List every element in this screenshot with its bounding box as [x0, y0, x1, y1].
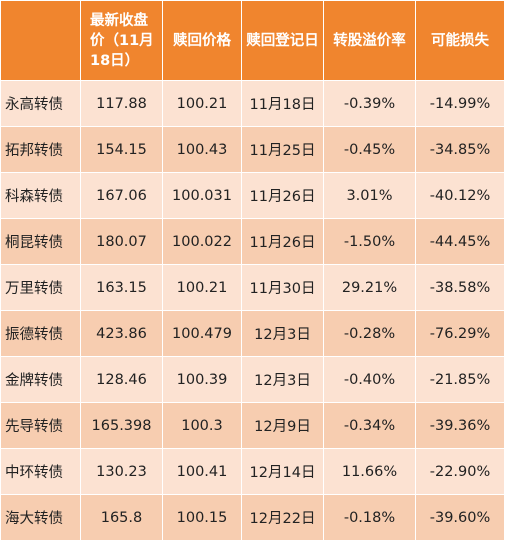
latest-close: 165.8	[80, 494, 163, 541]
redemption-price: 100.479	[162, 310, 242, 357]
redemption-price: 100.15	[162, 494, 242, 541]
table-row: 桐昆转债 180.07 100.022 11月26日 -1.50% -44.45…	[0, 218, 505, 265]
possible-loss: -39.36%	[415, 402, 505, 449]
possible-loss: -44.45%	[415, 218, 505, 265]
conversion-premium: -0.39%	[323, 80, 416, 127]
bond-name: 拓邦转债	[0, 126, 81, 173]
conversion-premium: 29.21%	[323, 264, 416, 311]
latest-close: 117.88	[80, 80, 163, 127]
table-row: 振德转债 423.86 100.479 12月3日 -0.28% -76.29%	[0, 310, 505, 357]
header-blank	[0, 0, 81, 81]
header-latest-close: 最新收盘价（11月18日）	[80, 0, 163, 81]
table-row: 金牌转债 128.46 100.39 12月3日 -0.40% -21.85%	[0, 356, 505, 403]
possible-loss: -39.60%	[415, 494, 505, 541]
record-date: 12月9日	[241, 402, 324, 449]
record-date: 11月25日	[241, 126, 324, 173]
bond-name: 永高转债	[0, 80, 81, 127]
redemption-price: 100.39	[162, 356, 242, 403]
latest-close: 180.07	[80, 218, 163, 265]
possible-loss: -76.29%	[415, 310, 505, 357]
header-redemption-price: 赎回价格	[162, 0, 242, 81]
table-row: 先导转债 165.398 100.3 12月9日 -0.34% -39.36%	[0, 402, 505, 449]
record-date: 12月14日	[241, 448, 324, 495]
record-date: 11月18日	[241, 80, 324, 127]
bond-name: 桐昆转债	[0, 218, 81, 265]
header-row: 最新收盘价（11月18日） 赎回价格 赎回登记日 转股溢价率 可能损失	[0, 0, 505, 81]
redemption-price: 100.21	[162, 264, 242, 311]
record-date: 12月3日	[241, 310, 324, 357]
bond-name: 中环转债	[0, 448, 81, 495]
record-date: 11月26日	[241, 218, 324, 265]
table-row: 海大转债 165.8 100.15 12月22日 -0.18% -39.60%	[0, 494, 505, 541]
latest-close: 130.23	[80, 448, 163, 495]
redemption-price: 100.022	[162, 218, 242, 265]
bond-name: 振德转债	[0, 310, 81, 357]
table-row: 中环转债 130.23 100.41 12月14日 11.66% -22.90%	[0, 448, 505, 495]
record-date: 11月26日	[241, 172, 324, 219]
header-conversion-premium: 转股溢价率	[323, 0, 416, 81]
latest-close: 167.06	[80, 172, 163, 219]
latest-close: 128.46	[80, 356, 163, 403]
latest-close: 163.15	[80, 264, 163, 311]
possible-loss: -38.58%	[415, 264, 505, 311]
conversion-premium: -0.40%	[323, 356, 416, 403]
bond-name: 金牌转债	[0, 356, 81, 403]
record-date: 11月30日	[241, 264, 324, 311]
bond-name: 海大转债	[0, 494, 81, 541]
bond-name: 先导转债	[0, 402, 81, 449]
latest-close: 154.15	[80, 126, 163, 173]
redemption-price: 100.031	[162, 172, 242, 219]
redemption-price: 100.3	[162, 402, 242, 449]
table-row: 万里转债 163.15 100.21 11月30日 29.21% -38.58%	[0, 264, 505, 311]
possible-loss: -21.85%	[415, 356, 505, 403]
conversion-premium: -0.18%	[323, 494, 416, 541]
conversion-premium: -0.45%	[323, 126, 416, 173]
conversion-premium: -1.50%	[323, 218, 416, 265]
possible-loss: -34.85%	[415, 126, 505, 173]
bond-name: 万里转债	[0, 264, 81, 311]
possible-loss: -22.90%	[415, 448, 505, 495]
conversion-premium: 3.01%	[323, 172, 416, 219]
possible-loss: -14.99%	[415, 80, 505, 127]
header-record-date: 赎回登记日	[241, 0, 324, 81]
table-row: 科森转债 167.06 100.031 11月26日 3.01% -40.12%	[0, 172, 505, 219]
conversion-premium: -0.28%	[323, 310, 416, 357]
table-row: 拓邦转债 154.15 100.43 11月25日 -0.45% -34.85%	[0, 126, 505, 173]
conversion-premium: 11.66%	[323, 448, 416, 495]
possible-loss: -40.12%	[415, 172, 505, 219]
conversion-premium: -0.34%	[323, 402, 416, 449]
header-possible-loss: 可能损失	[415, 0, 505, 81]
redemption-price: 100.41	[162, 448, 242, 495]
table-row: 永高转债 117.88 100.21 11月18日 -0.39% -14.99%	[0, 80, 505, 127]
latest-close: 423.86	[80, 310, 163, 357]
latest-close: 165.398	[80, 402, 163, 449]
record-date: 12月3日	[241, 356, 324, 403]
record-date: 12月22日	[241, 494, 324, 541]
bond-name: 科森转债	[0, 172, 81, 219]
redemption-price: 100.21	[162, 80, 242, 127]
redemption-price: 100.43	[162, 126, 242, 173]
